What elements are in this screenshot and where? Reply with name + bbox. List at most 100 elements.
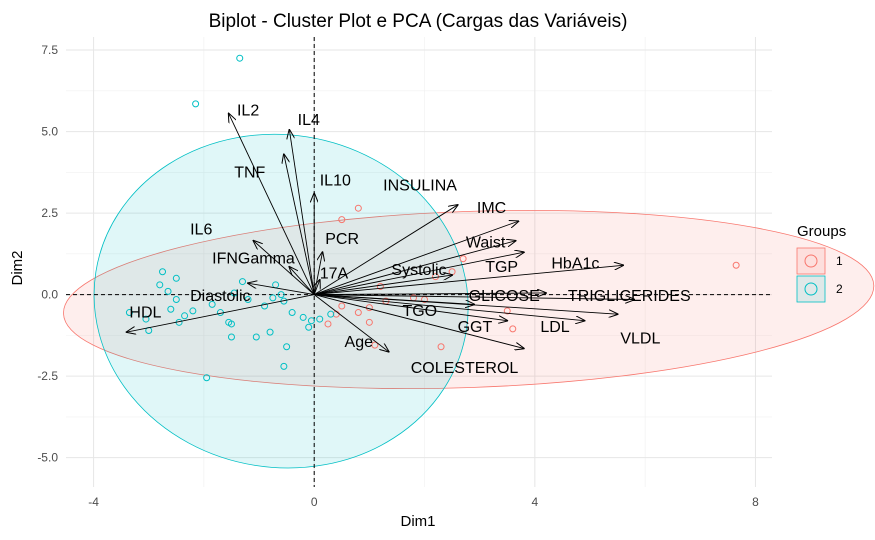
loading-label-tgp: TGP: [485, 259, 518, 276]
data-point-group-2: [266, 328, 274, 336]
legend-title: Groups: [797, 223, 846, 240]
x-axis-ticks: -4 0 4 8: [88, 495, 759, 509]
loading-arrow-ldl: [314, 294, 584, 321]
data-point-group-2: [208, 300, 216, 308]
y-tick-label: 7.5: [41, 43, 58, 57]
data-point-group-2: [299, 313, 307, 321]
data-point-group-2: [244, 296, 252, 303]
data-point-group-2: [261, 302, 269, 310]
data-point-group-1: [371, 341, 379, 349]
y-tick-label: -5.0: [37, 451, 58, 465]
loading-arrow-il6: [254, 241, 315, 295]
data-point-group-2: [327, 310, 335, 318]
loading-label-il2: IL2: [237, 102, 259, 119]
loading-arrow-hba1c: [314, 265, 623, 296]
data-point-group-2: [172, 296, 180, 303]
loading-label-insulina: INSULINA: [383, 177, 457, 194]
loading-label-17a: 17A: [320, 265, 349, 282]
loading-label-age: Age: [345, 334, 374, 351]
data-point-group-2: [192, 100, 200, 108]
x-tick-label: -4: [88, 495, 99, 509]
x-tick-label: 8: [752, 495, 759, 509]
loading-label-il6: IL6: [190, 221, 212, 238]
data-point-group-2: [307, 317, 315, 325]
loading-labels: IL2 IL4 TNF IL10 INSULINA IMC IL6 PCR Waist IFNGa…: [129, 102, 690, 377]
legend-label-1: 1: [836, 254, 843, 268]
y-tick-label: 5.0: [41, 125, 58, 139]
legend: Groups 1 2: [796, 223, 846, 303]
y-axis-ticks: -5.0 -2.5 0.0 2.5 5.0 7.5: [37, 43, 58, 465]
loading-arrow-il2: [229, 114, 315, 295]
y-tick-label: 0.0: [41, 288, 58, 302]
data-point-group-1: [338, 302, 346, 310]
data-point-group-2: [283, 343, 291, 351]
data-point-group-2: [159, 268, 167, 276]
loading-label-diastolic: Diastolic: [190, 288, 250, 305]
loading-label-systolic: Systolic: [391, 262, 446, 279]
loading-arrow-triglicerides: [314, 294, 634, 300]
loading-arrow-ifngamma: [289, 267, 315, 295]
data-point-group-2: [288, 309, 296, 317]
data-point-group-2: [203, 374, 211, 382]
loading-arrow-il4: [289, 130, 315, 295]
loading-arrow-glicose: [314, 293, 546, 295]
loading-label-pcr: PCR: [325, 231, 359, 248]
loading-label-hdl: HDL: [129, 305, 161, 322]
data-point-group-1: [732, 261, 740, 269]
data-point-group-1: [509, 325, 517, 333]
data-point-group-2: [230, 289, 238, 297]
loading-arrow-tnf: [284, 154, 315, 295]
loading-label-imc: IMC: [477, 200, 506, 217]
legend-marker-2: [804, 282, 818, 296]
data-point-group-2: [236, 54, 244, 62]
data-point-group-2: [181, 312, 189, 320]
data-point-group-2: [316, 315, 324, 323]
data-point-group-2: [269, 294, 277, 302]
data-point-group-1: [338, 216, 346, 224]
loading-arrow-diastolic: [248, 283, 315, 296]
cluster-ellipse-1: [63, 209, 875, 390]
data-point-group-2: [280, 362, 288, 370]
x-axis-title: Dim1: [400, 513, 435, 530]
data-point-group-2: [227, 333, 235, 341]
loading-label-triglicerides: TRIGLICERIDES: [568, 288, 691, 305]
x-tick-label: 0: [311, 495, 318, 509]
data-point-group-2: [252, 333, 260, 341]
chart-title: Biplot - Cluster Plot e PCA (Cargas das …: [209, 11, 628, 32]
data-point-group-2: [142, 315, 150, 323]
data-point-group-2: [239, 278, 246, 286]
loading-arrow-17a: [314, 280, 320, 295]
loading-label-waist: Waist: [466, 234, 506, 251]
loading-arrow-colesterol: [314, 294, 524, 349]
loading-arrow-hdl: [127, 294, 315, 333]
loading-arrows: [127, 114, 634, 352]
data-points: [125, 54, 740, 382]
y-tick-label: -2.5: [37, 369, 58, 383]
legend-marker-1: [804, 254, 818, 268]
data-point-group-2: [305, 323, 313, 331]
data-point-group-2: [164, 287, 172, 295]
loading-arrow-tgp: [314, 252, 524, 296]
data-point-group-1: [503, 307, 511, 315]
loading-label-tgo: TGO: [402, 303, 437, 320]
data-point-group-1: [437, 343, 445, 351]
legend-label-2: 2: [836, 282, 843, 296]
loading-label-il10: IL10: [320, 172, 351, 189]
loading-arrow-imc: [314, 221, 518, 296]
loading-label-colesterol: COLESTEROL: [411, 360, 519, 377]
data-point-group-2: [172, 274, 180, 282]
loading-label-il4: IL4: [298, 112, 320, 129]
loading-label-ggt: GGT: [458, 319, 493, 336]
loading-arrow-waist: [314, 241, 515, 296]
loading-label-glicose: GLICOSE: [469, 288, 540, 305]
data-point-group-1: [459, 255, 467, 263]
loading-label-hba1c: HbA1c: [551, 256, 599, 273]
x-tick-label: 4: [531, 495, 538, 509]
data-point-group-2: [125, 309, 133, 317]
loading-arrow-age: [313, 294, 388, 352]
loading-arrow-insulina: [313, 205, 457, 295]
grid-lines: [66, 37, 772, 487]
loading-label-tnf: TNF: [234, 164, 265, 181]
data-point-group-1: [376, 282, 384, 290]
